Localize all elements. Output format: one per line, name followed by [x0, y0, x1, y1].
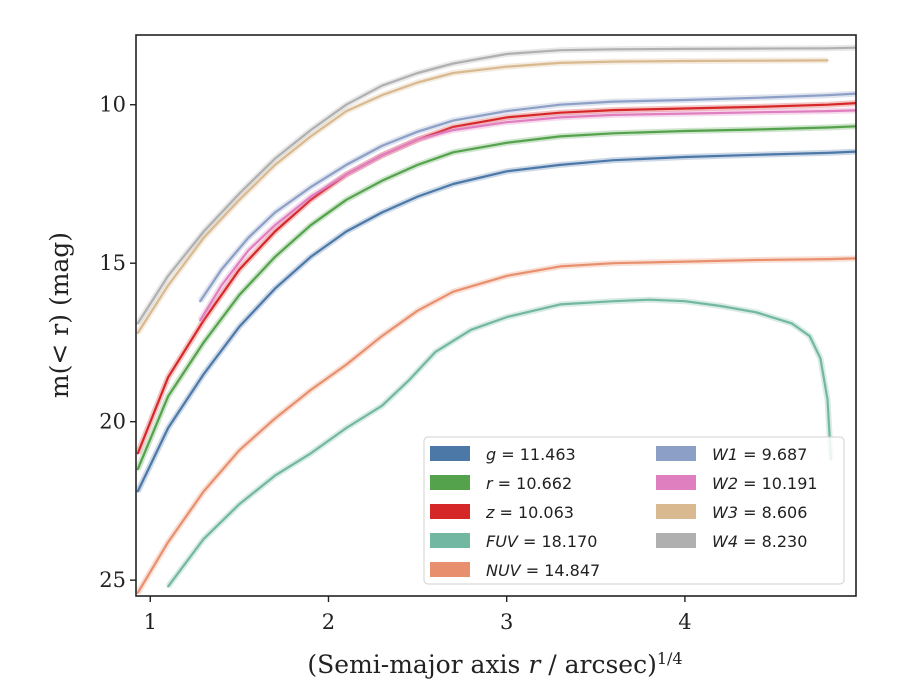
- y-axis-label: m(< r) (mag): [45, 232, 74, 398]
- series-line-nuv: [136, 257, 856, 594]
- legend-swatch-nuv: [430, 562, 470, 577]
- x-tick-label: 2: [322, 610, 335, 634]
- series-line-w4: [136, 46, 856, 325]
- series-line-fuv: [167, 298, 833, 588]
- legend-label-g: g = 11.463: [486, 445, 576, 464]
- y-tick-label: 20: [99, 410, 126, 434]
- legend-swatch-w2: [656, 475, 696, 490]
- x-tick-label: 1: [144, 610, 157, 634]
- legend-label-w1: W1 = 9.687: [712, 445, 807, 464]
- legend-box: [423, 436, 845, 585]
- y-tick-label: 15: [99, 251, 126, 275]
- y-tick-label: 25: [99, 568, 126, 592]
- plot-frame: [135, 34, 857, 597]
- series-line-g: [136, 150, 856, 493]
- series-line-w1: [199, 92, 856, 303]
- legend-label-w2: W2 = 10.191: [712, 474, 818, 493]
- x-tick-label: 4: [678, 610, 691, 634]
- legend-label-w3: W3 = 8.606: [712, 503, 807, 522]
- series-line-r: [136, 125, 856, 471]
- legend-swatch-w3: [656, 504, 696, 519]
- legend-label-w4: W4 = 8.230: [712, 532, 807, 551]
- legend-swatch-w4: [656, 533, 696, 548]
- legend-label-r: r = 10.662: [486, 474, 572, 493]
- x-tick-label: 3: [500, 610, 513, 634]
- legend: g = 11.463 r = 10.662 z = 10.063 FUV = 18.1…: [423, 436, 845, 585]
- series-line-w2: [199, 109, 856, 322]
- legend-label-z: z = 10.063: [485, 503, 574, 522]
- y-tick-label: 10: [99, 93, 126, 117]
- legend-swatch-fuv: [430, 533, 470, 548]
- x-axis-label: (Semi-major axis r / arcsec)1/4: [307, 649, 682, 680]
- legend-swatch-w1: [656, 446, 696, 461]
- legend-swatch-r: [430, 475, 470, 490]
- legend-label-nuv: NUV = 14.847: [486, 561, 600, 580]
- legend-label-fuv: FUV = 18.170: [486, 532, 597, 551]
- legend-swatch-g: [430, 446, 470, 461]
- series-line-w3: [136, 59, 829, 334]
- legend-swatch-z: [430, 504, 470, 519]
